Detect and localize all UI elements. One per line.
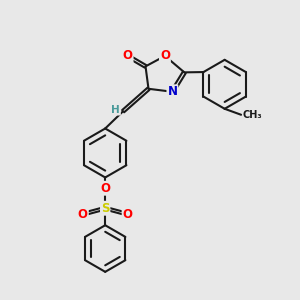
Text: O: O — [100, 182, 110, 195]
Text: O: O — [123, 208, 133, 221]
Text: O: O — [78, 208, 88, 221]
Text: H: H — [111, 105, 120, 115]
Text: O: O — [160, 50, 170, 62]
Text: CH₃: CH₃ — [243, 110, 262, 120]
Text: O: O — [123, 50, 133, 62]
Text: N: N — [167, 85, 177, 98]
Text: S: S — [101, 202, 110, 215]
